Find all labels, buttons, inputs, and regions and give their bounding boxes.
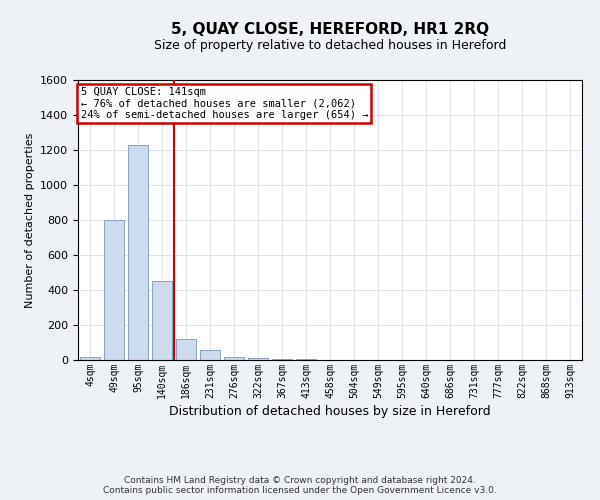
Bar	[224, 356, 244, 360]
Text: 5, QUAY CLOSE, HEREFORD, HR1 2RQ: 5, QUAY CLOSE, HEREFORD, HR1 2RQ	[171, 22, 489, 38]
Bar	[104, 220, 124, 360]
Y-axis label: Number of detached properties: Number of detached properties	[25, 132, 35, 308]
Bar	[176, 339, 196, 360]
Bar	[272, 359, 292, 360]
Bar	[200, 350, 220, 360]
Bar	[152, 281, 172, 360]
Text: 5 QUAY CLOSE: 141sqm
← 76% of detached houses are smaller (2,062)
24% of semi-de: 5 QUAY CLOSE: 141sqm ← 76% of detached h…	[80, 87, 368, 120]
Text: Contains HM Land Registry data © Crown copyright and database right 2024.
Contai: Contains HM Land Registry data © Crown c…	[103, 476, 497, 495]
X-axis label: Distribution of detached houses by size in Hereford: Distribution of detached houses by size …	[169, 405, 491, 418]
Bar	[128, 145, 148, 360]
Bar	[80, 356, 100, 360]
Text: Size of property relative to detached houses in Hereford: Size of property relative to detached ho…	[154, 39, 506, 52]
Bar	[248, 358, 268, 360]
